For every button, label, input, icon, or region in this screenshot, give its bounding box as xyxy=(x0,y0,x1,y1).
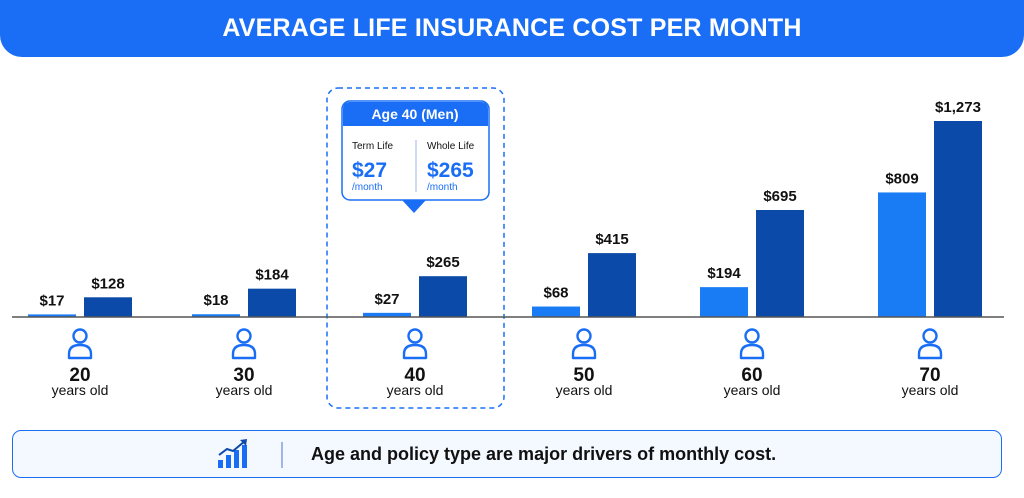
bar-label-whole-20: $128 xyxy=(91,275,124,292)
bar-label-term-30: $18 xyxy=(203,292,228,309)
age-label-70: 70 xyxy=(919,365,940,386)
person-icon xyxy=(67,328,93,360)
bar-whole-20 xyxy=(84,297,132,317)
bar-whole-50 xyxy=(588,253,636,317)
bar-label-whole-40: $265 xyxy=(426,254,459,271)
callout-whole-value: $265 xyxy=(427,159,474,182)
callout-term-value: $27 xyxy=(352,159,387,182)
person-icon xyxy=(917,328,943,360)
person-icon xyxy=(571,328,597,360)
age-label-50: 50 xyxy=(573,365,594,386)
person-icon xyxy=(231,328,257,360)
callout-whole-label: Whole Life xyxy=(427,141,475,152)
bar-label-whole-70: $1,273 xyxy=(935,99,981,116)
bar-label-term-20: $17 xyxy=(39,292,64,309)
age-label-20: 20 xyxy=(69,365,90,386)
bar-term-60 xyxy=(700,287,748,317)
footer-text: Age and policy type are major drivers of… xyxy=(311,444,777,464)
bar-whole-70 xyxy=(934,121,982,317)
bar-whole-40 xyxy=(419,276,467,317)
growth-chart-icon xyxy=(218,439,247,468)
age-label-40: 40 xyxy=(404,365,425,386)
bar-label-term-50: $68 xyxy=(543,285,568,302)
footer-banner: Age and policy type are major drivers of… xyxy=(12,430,1002,478)
bar-term-20 xyxy=(28,314,76,317)
bar-term-40 xyxy=(363,312,411,317)
footer-divider xyxy=(281,442,283,468)
age-sublabel: years old xyxy=(52,382,109,398)
bar-label-whole-50: $415 xyxy=(595,231,628,248)
age-label-60: 60 xyxy=(741,365,762,386)
bar-label-term-40: $27 xyxy=(374,291,399,308)
bar-chart: $17 $128 $18 $184 $27 $265 $68 $415 $194 $695 $809… xyxy=(12,87,1004,409)
callout-tooltip: Age 40 (Men) Term Life $27 /month Whole … xyxy=(341,100,490,213)
age-sublabel: years old xyxy=(556,382,613,398)
callout-term-unit: /month xyxy=(352,182,383,193)
bar-term-70 xyxy=(878,192,926,317)
bar-label-whole-60: $695 xyxy=(763,188,796,205)
age-sublabel: years old xyxy=(724,382,781,398)
bar-label-term-60: $194 xyxy=(707,265,741,282)
callout-title: Age 40 (Men) xyxy=(371,106,458,122)
bar-term-30 xyxy=(192,314,240,317)
person-icon xyxy=(402,328,428,360)
bar-whole-30 xyxy=(248,288,296,317)
bar-whole-60 xyxy=(756,209,804,317)
bar-label-whole-30: $184 xyxy=(255,267,289,284)
age-sublabel: years old xyxy=(902,382,959,398)
callout-whole-unit: /month xyxy=(427,182,458,193)
age-sublabel: years old xyxy=(216,382,273,398)
bar-term-50 xyxy=(532,306,580,317)
age-label-30: 30 xyxy=(233,365,254,386)
bar-label-term-70: $809 xyxy=(885,170,918,187)
callout-term-label: Term Life xyxy=(352,141,394,152)
person-icon xyxy=(739,328,765,360)
title-banner: AVERAGE LIFE INSURANCE COST PER MONTH xyxy=(0,0,1024,57)
chart-title: AVERAGE LIFE INSURANCE COST PER MONTH xyxy=(222,14,802,42)
age-sublabel: years old xyxy=(387,382,444,398)
